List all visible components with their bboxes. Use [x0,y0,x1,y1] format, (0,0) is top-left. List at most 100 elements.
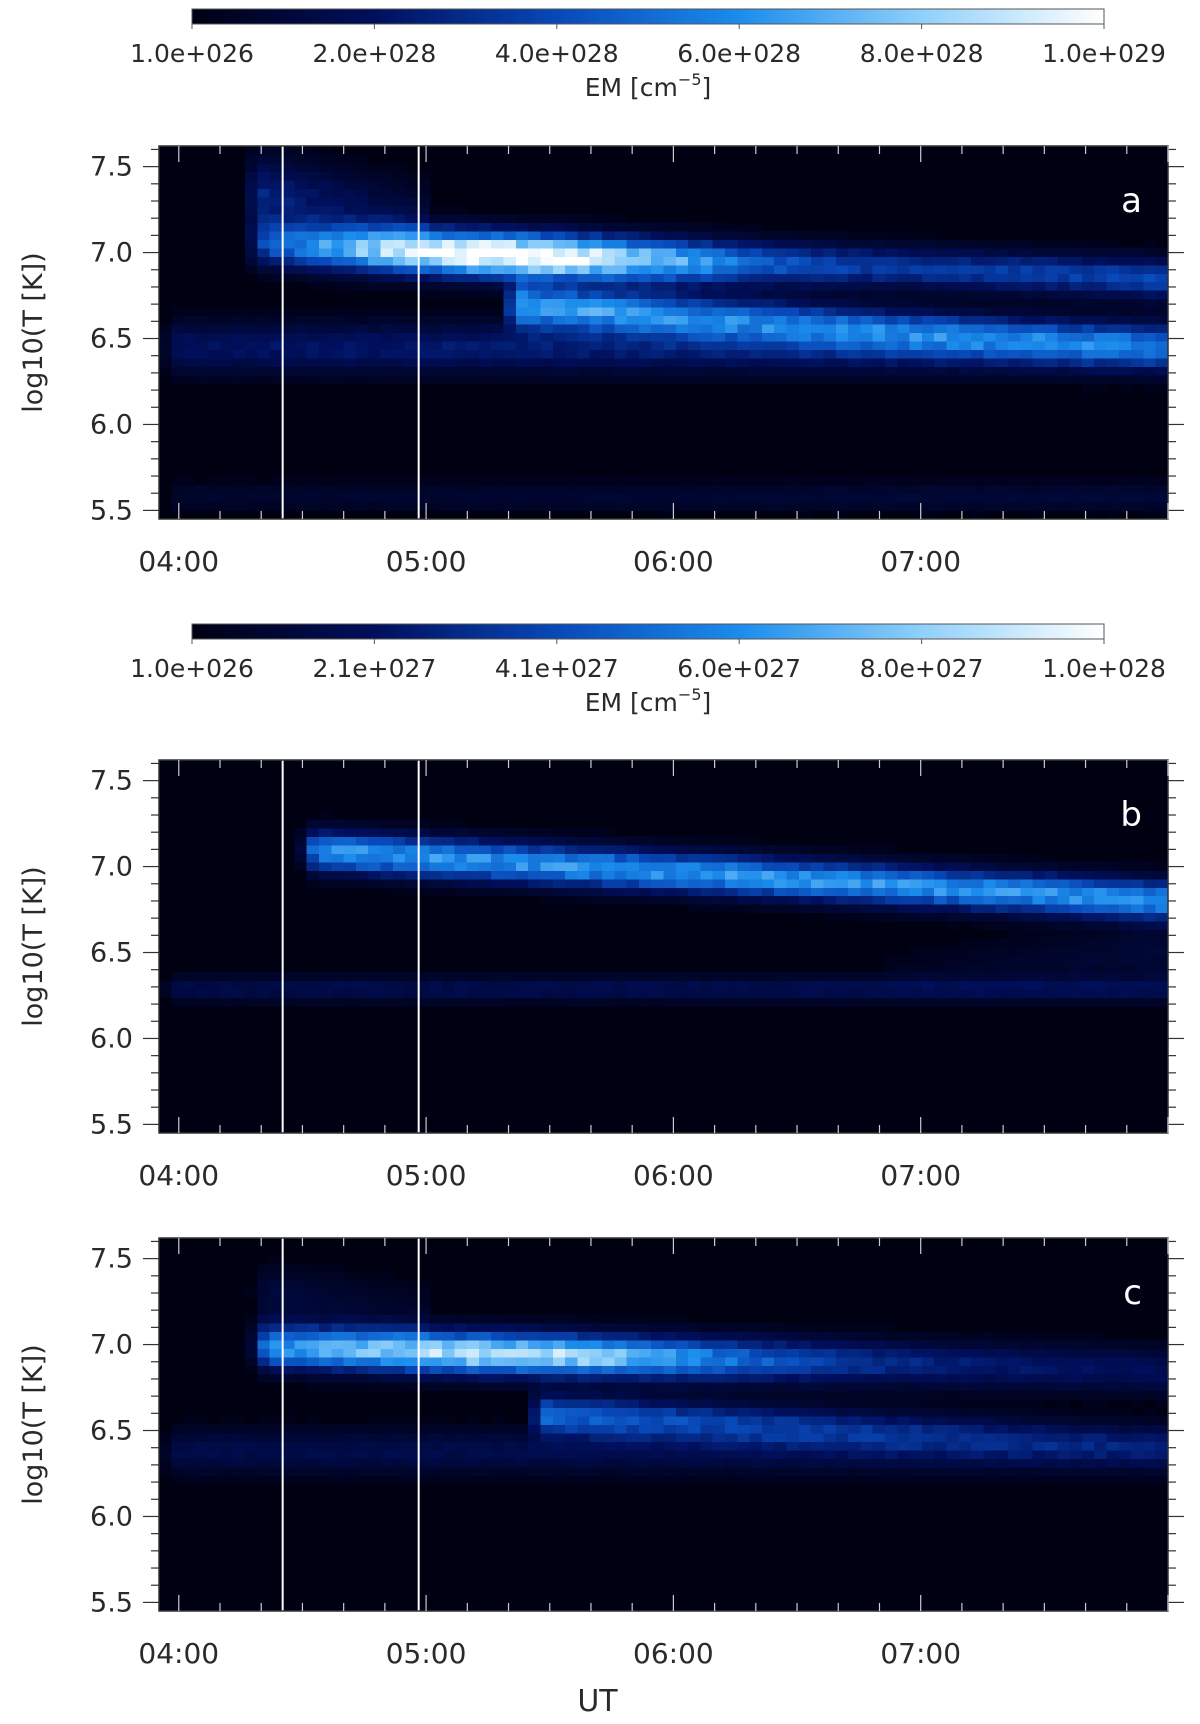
heatmap-cell [1106,1441,1120,1451]
heatmap-cell [565,298,578,308]
heatmap-cell [811,904,825,914]
heatmap-cell [355,1432,369,1443]
heatmap-cell [971,349,985,359]
heatmap-cell [257,1475,271,1485]
heatmap-cell [577,281,591,291]
heatmap-cell [318,324,332,334]
heatmap-cell [491,273,505,283]
heatmap-cell [540,827,554,837]
heatmap-cell [1131,988,1144,998]
heatmap-cell [601,374,615,384]
heatmap-cell [749,281,763,291]
heatmap-cell [848,1449,861,1460]
heatmap-cell [1032,1399,1046,1409]
heatmap-cell [294,162,308,173]
y-tick-label: 6.0 [90,1023,133,1054]
heatmap-cell [983,476,997,486]
heatmap-cell [749,256,763,266]
heatmap-cell [1155,324,1169,334]
heatmap-cell [1094,921,1108,931]
heatmap-cell [392,476,406,486]
heatmap-cell [725,1373,738,1383]
heatmap-cell [601,1416,615,1426]
heatmap-cell [269,1432,283,1443]
heatmap-cell [921,273,935,283]
colorbar-tick-label: 4.1e+027 [495,654,619,683]
heatmap-cell [466,230,480,240]
heatmap-cell [688,1432,702,1443]
heatmap-cell [503,1356,517,1366]
heatmap-cell [934,290,948,300]
heatmap-cell [909,1466,923,1476]
heatmap-cell [380,1297,394,1307]
heatmap-cell [1057,281,1071,291]
heatmap-cell [1057,1390,1071,1400]
heatmap-cell [380,162,394,173]
heatmap-cell [958,374,972,384]
heatmap-cell [392,1458,406,1468]
heatmap-cell [1094,895,1108,905]
heatmap-cell [318,205,332,215]
heatmap-cell [1118,946,1132,956]
heatmap-cell [515,1348,529,1358]
heatmap-cell [220,493,234,503]
heatmap-cell [958,1365,972,1375]
heatmap-cell [503,1314,517,1324]
heatmap-cell [1008,921,1021,931]
heatmap-cell [245,1288,259,1298]
heatmap-cell [761,1399,775,1409]
heatmap-cell [1155,502,1169,512]
heatmap-cell [208,476,222,486]
heatmap-cell [884,1356,898,1366]
heatmap-cell [638,988,652,998]
heatmap-cell [983,963,997,973]
heatmap-cell [1044,349,1058,359]
heatmap-cell [429,1331,443,1341]
heatmap-cell [688,1475,702,1485]
heatmap-cell [614,895,628,905]
heatmap-cell [798,1432,812,1443]
heatmap-cell [958,349,972,359]
heatmap-cell [614,256,628,266]
heatmap-cell [318,357,332,368]
heatmap-cell [946,878,960,888]
heatmap-cell [614,222,628,232]
heatmap-cell [675,1441,689,1451]
heatmap-cell [860,997,874,1007]
heatmap-cell [503,1449,517,1460]
heatmap-cell [712,870,726,880]
heatmap-cell [257,239,271,249]
heatmap-cell [380,870,394,880]
heatmap-cell [1118,1424,1132,1434]
heatmap-cell [577,332,591,342]
colorbar-tick-label: 6.0e+027 [677,654,801,683]
heatmap-cell [417,819,431,829]
heatmap-cell [1044,307,1058,317]
heatmap-cell [528,971,542,982]
heatmap-cell [1118,1449,1132,1460]
heatmap-cell [257,1280,271,1290]
colorbar-label-exponent: −5 [678,70,702,89]
heatmap-cell [872,887,886,897]
heatmap-cell [294,980,308,990]
heatmap-cell [1094,938,1108,948]
heatmap-cell [761,853,775,863]
heatmap-cell [491,357,505,368]
heatmap-cell [934,340,948,351]
heatmap-cell [1032,239,1046,249]
heatmap-cell [503,997,517,1007]
heatmap-cell [995,340,1009,351]
heatmap-cell [1094,264,1108,274]
heatmap-cell [774,485,788,495]
heatmap-cell [429,844,443,854]
heatmap-cell [749,878,763,888]
heatmap-cell [958,1399,972,1409]
heatmap-cell [1057,878,1071,888]
heatmap-cell [355,264,369,274]
heatmap-cell [577,1314,591,1324]
heatmap-cell [454,1365,468,1375]
heatmap-cell [884,1399,898,1409]
heatmap-cell [540,247,554,257]
heatmap-cell [355,366,369,376]
heatmap-cell [774,1432,788,1443]
